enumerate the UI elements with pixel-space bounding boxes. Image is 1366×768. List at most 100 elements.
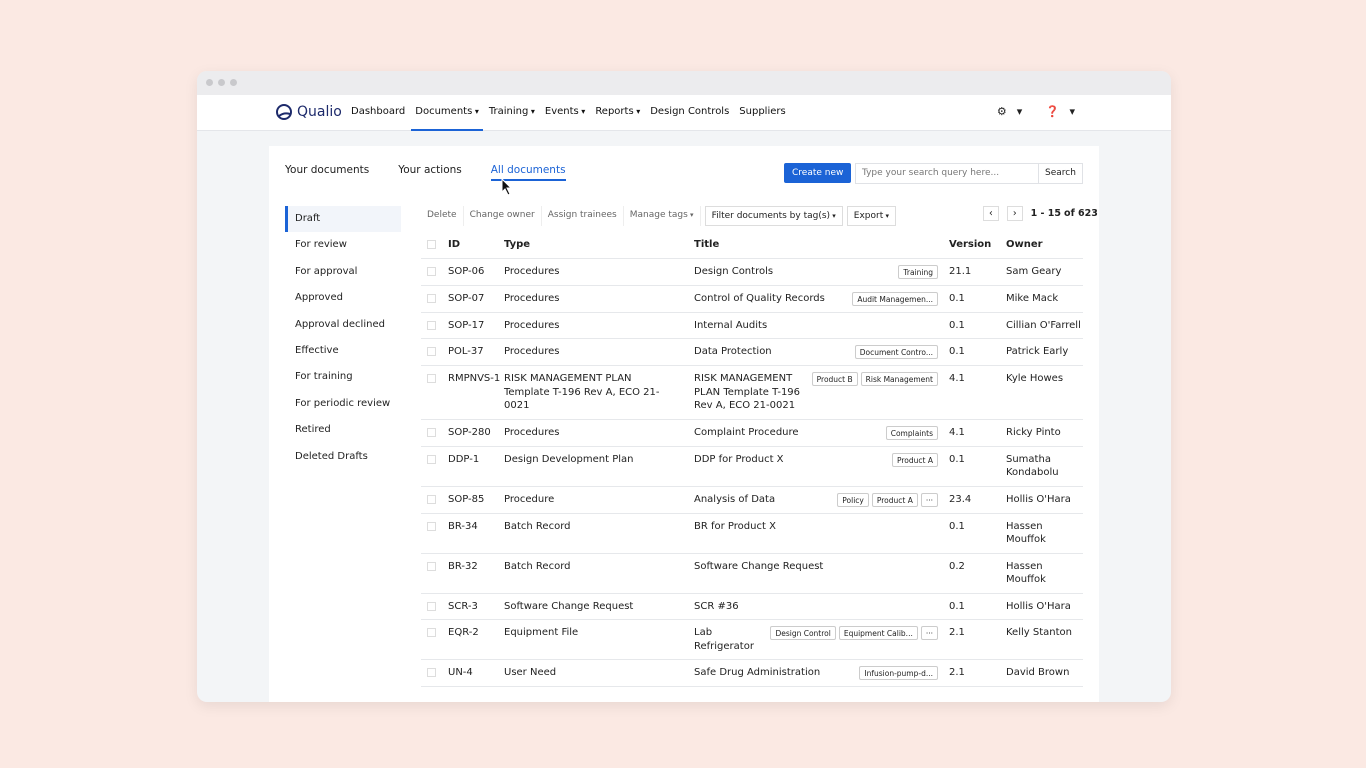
tag[interactable]: Policy — [837, 492, 869, 507]
nav-item[interactable]: Dashboard — [351, 106, 406, 117]
nav-item[interactable]: Design Controls — [650, 106, 730, 117]
table-row: UN-4 User Need Safe Drug Administration Inf… — [421, 659, 1083, 687]
sidebar-item[interactable]: Retired — [295, 424, 331, 436]
table-row: SOP-06 Procedures Design Controls Training 2… — [421, 258, 1083, 286]
tag[interactable]: Design Control — [770, 626, 836, 640]
title-cell: Analysis of Data Policy Product A ··· — [694, 486, 949, 514]
sidebar-item[interactable]: Draft — [285, 206, 401, 233]
checkbox[interactable] — [427, 427, 436, 437]
tag[interactable]: Complaints — [885, 425, 938, 440]
doc-version: 23.4 — [949, 486, 1006, 514]
nav-icons[interactable]: ⚙▾ ❓▾ — [996, 105, 1085, 118]
nav-item[interactable]: Documents — [411, 95, 483, 131]
checkbox[interactable] — [427, 561, 436, 571]
tag[interactable]: Infusion-pump-d... — [859, 666, 938, 680]
checkbox[interactable] — [427, 628, 436, 637]
doc-owner: Patrick Early — [1006, 338, 1083, 366]
doc-title[interactable]: Control of Quality Records — [694, 292, 825, 304]
toolbar-button[interactable]: Assign trainees — [542, 206, 624, 226]
sidebar-item[interactable]: Approved — [295, 292, 343, 304]
tab[interactable]: All documents — [490, 164, 566, 181]
tag[interactable]: Equipment Calib... — [838, 626, 918, 640]
prev-page[interactable]: ‹ — [983, 206, 999, 221]
doc-title[interactable]: BR for Product X — [694, 520, 776, 532]
checkbox[interactable] — [427, 521, 436, 531]
sidebar-item[interactable]: Effective — [295, 344, 339, 356]
tag[interactable]: Product A — [871, 492, 918, 507]
doc-title[interactable]: Complaint Procedure — [694, 426, 799, 438]
doc-owner: David Brown — [1006, 659, 1083, 687]
table-row: RMPNVS-1 RISK MANAGEMENT PLAN Template T-… — [421, 365, 1083, 420]
header-cell: Owner — [1006, 232, 1083, 259]
nav-item[interactable]: Suppliers — [739, 106, 786, 117]
doc-title[interactable]: DDP for Product X — [694, 453, 784, 465]
checkbox[interactable] — [427, 320, 436, 330]
doc-title[interactable]: Data Protection — [694, 346, 772, 357]
header-cell — [421, 232, 448, 259]
tag[interactable]: Document Contro... — [854, 345, 938, 359]
checkbox[interactable] — [427, 668, 436, 677]
top-nav: Qualio Dashboard DocumentsTrainingEventsR… — [197, 95, 1171, 131]
table-row: EQR-2 Equipment File Lab Refrigerator Desig… — [421, 619, 1083, 660]
checkbox[interactable] — [427, 454, 436, 464]
toolbar-button[interactable]: Manage tags — [624, 206, 701, 226]
doc-id: UN-4 — [448, 659, 504, 687]
checkbox[interactable] — [427, 293, 436, 303]
doc-type: Procedures — [504, 338, 694, 366]
checkbox-cell — [421, 258, 448, 286]
doc-type: Procedure — [504, 486, 694, 514]
sidebar-item[interactable]: Deleted Drafts — [295, 450, 368, 462]
title-wrap: Analysis of Data Policy Product A ··· — [694, 492, 938, 507]
create-button[interactable]: Create new — [784, 163, 852, 183]
title-cell: Software Change Request — [694, 553, 949, 594]
doc-title[interactable]: Analysis of Data — [694, 493, 776, 505]
checkbox[interactable] — [427, 347, 436, 356]
checkbox[interactable] — [427, 374, 436, 383]
checkbox[interactable] — [427, 601, 436, 611]
checkbox[interactable] — [427, 494, 436, 504]
table-row: SOP-07 Procedures Control of Quality Recor… — [421, 285, 1083, 313]
doc-type: Procedures — [504, 285, 694, 313]
nav-item[interactable]: Events — [541, 95, 589, 131]
tab[interactable]: Your actions — [398, 164, 462, 176]
page-range: 1 - 15 — [1030, 208, 1062, 219]
checkbox-cell — [421, 486, 448, 514]
tag[interactable]: ··· — [920, 492, 938, 507]
sidebar-item[interactable]: For training — [295, 371, 353, 383]
doc-owner: Sumatha Kondabolu — [1006, 446, 1083, 487]
brand[interactable]: Qualio — [275, 103, 342, 121]
tag[interactable]: Risk Management — [860, 372, 938, 386]
doc-id: SOP-07 — [448, 285, 504, 313]
checkbox[interactable] — [427, 240, 436, 249]
tag[interactable]: ··· — [920, 626, 938, 640]
nav-item[interactable]: Reports — [591, 95, 644, 131]
checkbox-cell — [421, 365, 448, 420]
doc-title[interactable]: Safe Drug Administration — [694, 667, 821, 678]
sidebar-item[interactable]: Approval declined — [295, 318, 385, 330]
toolbar-button[interactable]: Delete — [421, 206, 464, 226]
doc-type: Batch Record — [504, 553, 694, 594]
search-input[interactable]: Type your search query here... — [855, 163, 1039, 184]
doc-title[interactable]: Internal Audits — [694, 319, 768, 331]
toolbar-button[interactable]: Export — [846, 206, 897, 226]
doc-title[interactable]: SCR #36 — [694, 600, 739, 612]
toolbar-button[interactable]: Change owner — [464, 206, 542, 226]
doc-title[interactable]: RISK MANAGEMENT PLAN Template T-196 Rev … — [694, 373, 801, 411]
nav-item[interactable]: Training — [485, 95, 539, 131]
tag[interactable]: Product B — [811, 372, 858, 386]
checkbox[interactable] — [427, 266, 436, 276]
checkbox-cell — [421, 513, 448, 554]
tag[interactable]: Audit Managemen... — [852, 291, 938, 306]
toolbar-button[interactable]: Filter documents by tag(s) — [704, 206, 843, 226]
doc-title[interactable]: Software Change Request — [694, 560, 824, 572]
next-page[interactable]: › — [1006, 206, 1023, 221]
search-button[interactable]: Search — [1039, 163, 1083, 184]
doc-title[interactable]: Design Controls — [694, 265, 774, 277]
tag[interactable]: Product A — [892, 452, 938, 467]
sidebar-item[interactable]: For approval — [295, 265, 358, 277]
doc-title[interactable]: Lab Refrigerator — [694, 627, 754, 652]
sidebar-item[interactable]: For periodic review — [295, 397, 391, 409]
sidebar-item[interactable]: For review — [295, 239, 347, 251]
tab[interactable]: Your documents — [285, 164, 370, 176]
tag[interactable]: Training — [898, 264, 938, 279]
